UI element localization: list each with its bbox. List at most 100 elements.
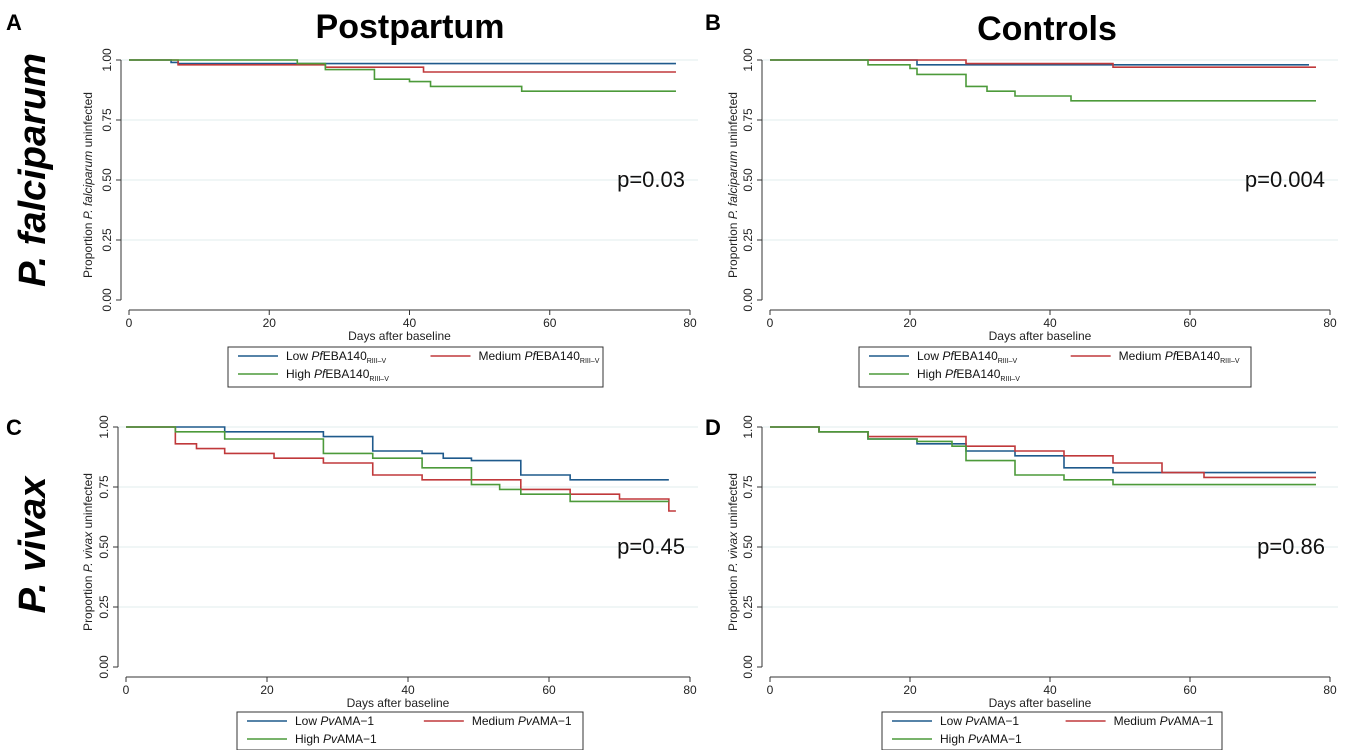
km-curve-medium [129, 59, 676, 73]
legend-name: AMA−1 [532, 714, 572, 728]
x-tick-label: 20 [903, 683, 917, 697]
y-tick-label: 0.75 [741, 108, 755, 132]
y-tick-label: 0.25 [100, 228, 114, 252]
legend-name: EBA140 [1176, 349, 1220, 363]
legend-subscript: RIII–V [367, 358, 387, 365]
legend-entry-high: High PvAMA−1 [295, 732, 377, 746]
y-tick-label: 0.50 [741, 168, 755, 192]
legend-antigen: Pv [518, 714, 533, 728]
km-curve-medium [126, 426, 676, 512]
x-tick-label: 0 [126, 316, 133, 330]
legend-name: EBA140 [323, 349, 367, 363]
legend-subscript: RIII–V [1220, 358, 1240, 365]
km-panel-c: 0.00 0.25 0.50 0.75 1.00 0 20 40 60 80 Days after … [81, 415, 698, 750]
km-panel-b: 0.00 0.25 0.50 0.75 1.00 0 20 40 60 80 Days after … [726, 48, 1338, 388]
km-curve-low [126, 426, 669, 481]
legend-entry-low: Low PvAMA−1 [940, 714, 1019, 728]
legend-prefix: Low [917, 349, 942, 363]
p-value-label: p=0.86 [1257, 534, 1325, 559]
legend-prefix: High [917, 367, 945, 381]
y-tick-label: 1.00 [741, 48, 755, 72]
km-curve-high [126, 426, 669, 503]
legend-antigen: Pv [968, 732, 983, 746]
x-tick-label: 40 [1043, 683, 1057, 697]
p-value-label: p=0.45 [617, 534, 685, 559]
legend-name: AMA−1 [1174, 714, 1214, 728]
legend: Low PfEBA140RIII–V Medium PfEBA140RIII–VH… [227, 346, 604, 388]
legend-name: AMA−1 [334, 714, 374, 728]
legend-prefix: Medium [1119, 349, 1165, 363]
column-title-controls: Controls [977, 10, 1117, 48]
legend-prefix: Low [940, 714, 965, 728]
legend-subscript: RIII–V [369, 376, 389, 383]
km-curve-low [770, 426, 1316, 474]
km-curve-medium [770, 426, 1316, 479]
x-tick-label: 80 [1323, 683, 1337, 697]
y-tick-label: 0.00 [100, 288, 114, 312]
legend-entry-medium: Medium PfEBA140RIII–V [479, 349, 600, 365]
y-axis-title-part: uninfected [81, 92, 95, 151]
row-title-vivax: P. vivax [12, 475, 54, 614]
legend-antigen: Pv [323, 732, 338, 746]
panel-label-c: C [6, 415, 22, 440]
y-tick-label: 0.00 [741, 288, 755, 312]
legend-box [858, 346, 1252, 388]
km-curve-high [770, 426, 1316, 486]
x-tick-label: 0 [767, 316, 774, 330]
panel-label-a: A [6, 10, 22, 35]
legend-prefix: Medium [479, 349, 525, 363]
legend-prefix: High [295, 732, 323, 746]
legend-antigen: Pf [525, 349, 538, 363]
y-axis-title-part: P. vivax [726, 531, 740, 572]
y-axis-title-part: P. vivax [81, 531, 95, 572]
x-tick-label: 80 [683, 316, 697, 330]
legend-prefix: Low [295, 714, 320, 728]
legend: Low PfEBA140RIII–V Medium PfEBA140RIII–VH… [858, 346, 1252, 388]
y-axis-title: Proportion P. vivax uninfected [726, 473, 740, 631]
y-tick-label: 0.75 [97, 475, 111, 499]
legend-entry-medium: Medium PvAMA−1 [472, 714, 572, 728]
p-value-label: p=0.004 [1245, 167, 1325, 192]
y-axis-title-part: Proportion [81, 219, 95, 278]
legend-name: EBA140 [956, 367, 1000, 381]
legend-entry-low: Low PfEBA140RIII–V [286, 349, 387, 365]
legend-antigen: Pf [314, 367, 327, 381]
legend-name: EBA140 [954, 349, 998, 363]
y-tick-label: 0.25 [97, 595, 111, 619]
y-tick-label: 1.00 [97, 415, 111, 439]
y-tick-label: 0.00 [741, 655, 755, 679]
y-axis-title-part: uninfected [726, 92, 740, 151]
x-axis-title: Days after baseline [989, 696, 1092, 710]
x-tick-label: 60 [543, 316, 557, 330]
x-tick-label: 80 [1323, 316, 1337, 330]
km-curve-medium [770, 59, 1316, 68]
x-tick-label: 60 [542, 683, 556, 697]
legend-antigen: Pv [320, 714, 335, 728]
legend-entry-medium: Medium PvAMA−1 [1114, 714, 1214, 728]
legend-prefix: Low [286, 349, 311, 363]
legend-antigen: Pf [311, 349, 324, 363]
legend-entry-high: High PfEBA140RIII–V [286, 367, 389, 383]
x-tick-label: 60 [1183, 316, 1197, 330]
legend-entry-medium: Medium PfEBA140RIII–V [1119, 349, 1240, 365]
y-axis-title-part: P. falciparum [81, 151, 95, 219]
legend-entry-low: Low PvAMA−1 [295, 714, 374, 728]
legend-name: AMA−1 [337, 732, 377, 746]
y-axis-title: Proportion P. vivax uninfected [81, 473, 95, 631]
y-axis-title: Proportion P. falciparum uninfected [81, 92, 95, 278]
y-tick-label: 1.00 [100, 48, 114, 72]
x-axis-title: Days after baseline [348, 329, 451, 343]
panel-label-d: D [705, 415, 721, 440]
km-panel-d: 0.00 0.25 0.50 0.75 1.00 0 20 40 60 80 Days after … [726, 415, 1338, 750]
y-axis-title-part: Proportion [726, 572, 740, 631]
legend-subscript: RIII–V [1000, 376, 1020, 383]
x-axis-title: Days after baseline [989, 329, 1092, 343]
y-tick-label: 0.50 [741, 535, 755, 559]
legend-prefix: Medium [472, 714, 518, 728]
km-curve-high [770, 59, 1316, 102]
row-title-falciparum: P. falciparum [12, 53, 54, 287]
x-tick-label: 40 [401, 683, 415, 697]
